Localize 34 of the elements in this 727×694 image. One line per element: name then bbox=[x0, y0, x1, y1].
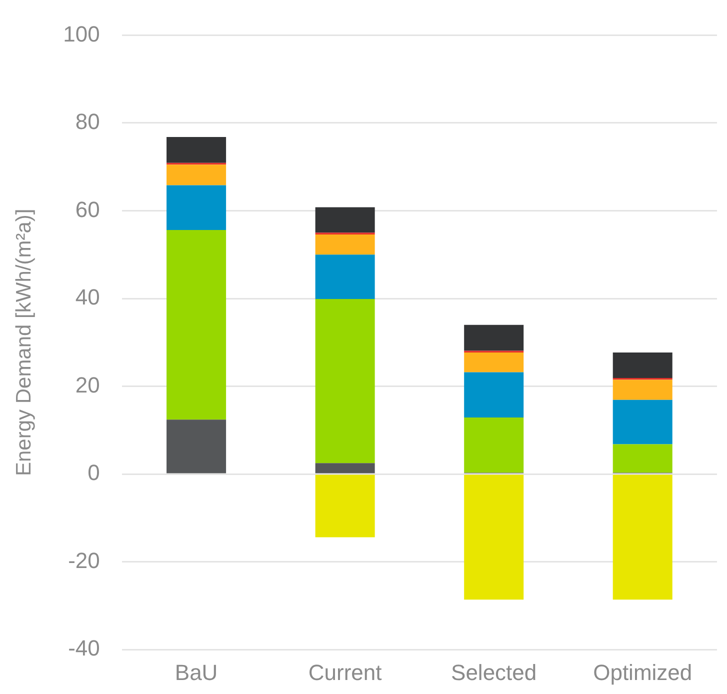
bar bbox=[166, 164, 226, 186]
x-tick-label: Current bbox=[308, 660, 382, 685]
bar bbox=[612, 474, 672, 600]
bar bbox=[464, 324, 524, 351]
bar bbox=[166, 230, 226, 420]
bar bbox=[464, 352, 524, 372]
y-axis-title: Energy Demand [kWh/(m²a)] bbox=[12, 208, 36, 476]
bar bbox=[612, 444, 672, 473]
bar bbox=[612, 380, 672, 400]
bar bbox=[315, 298, 375, 464]
bar bbox=[464, 372, 524, 418]
bar bbox=[464, 417, 524, 473]
bar bbox=[166, 137, 226, 163]
bar bbox=[612, 352, 672, 378]
bar bbox=[315, 207, 375, 233]
x-tick-label: BaU bbox=[174, 660, 218, 685]
y-tick-label: 60 bbox=[75, 196, 100, 222]
y-tick-label: 0 bbox=[88, 460, 100, 486]
y-tick-label: 40 bbox=[75, 284, 100, 310]
x-tick-label: Optimized bbox=[593, 660, 692, 685]
bar bbox=[166, 420, 226, 474]
bar bbox=[315, 234, 375, 255]
y-tick-label: 100 bbox=[63, 21, 100, 46]
y-tick-label: 20 bbox=[75, 372, 100, 398]
bar bbox=[315, 474, 375, 538]
x-tick-label: Selected bbox=[451, 660, 537, 685]
bar bbox=[166, 185, 226, 230]
bar bbox=[315, 254, 375, 299]
bar bbox=[315, 463, 375, 474]
bar bbox=[612, 400, 672, 444]
y-tick-label: -20 bbox=[68, 548, 100, 573]
bar bbox=[464, 474, 524, 600]
y-tick-label: 80 bbox=[75, 109, 100, 134]
y-tick-label: -40 bbox=[68, 636, 100, 661]
